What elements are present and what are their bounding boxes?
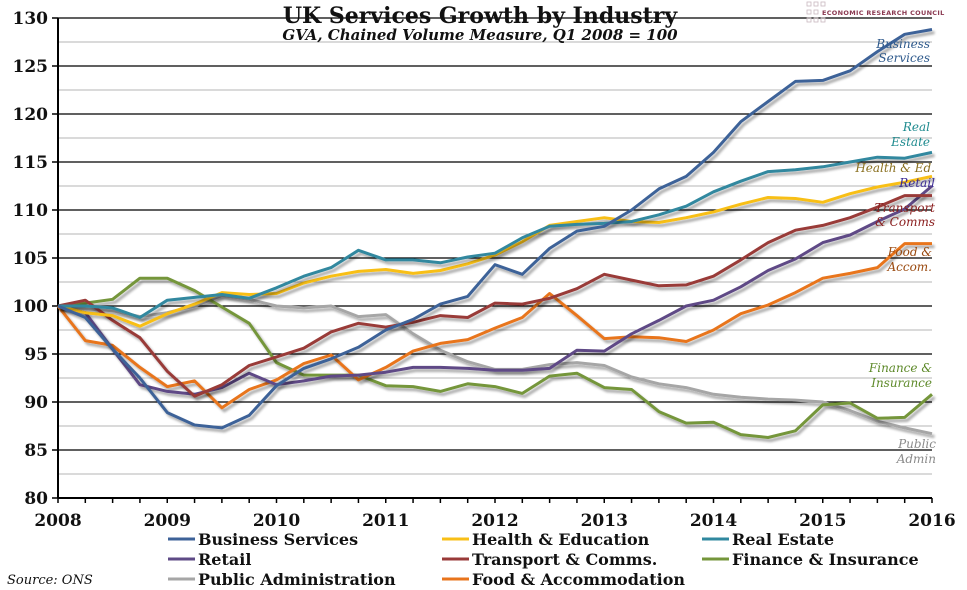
- series-line-health-education: [57, 174, 933, 328]
- legend-item: Finance & Insurance: [702, 550, 919, 569]
- legend-label: Retail: [198, 550, 251, 569]
- gridlines: [58, 17, 932, 475]
- logo: ECONOMIC RESEARCH COUNCIL: [806, 1, 945, 23]
- series-end-label: Business: [875, 37, 930, 51]
- legend-item: Food & Accommodation: [442, 570, 685, 589]
- chart-title: UK Services Growth by Industry: [283, 3, 678, 29]
- series-end-label: Health & Ed.: [854, 161, 935, 175]
- series-line-transport-comms: [57, 194, 932, 398]
- legend-label: Health & Education: [472, 530, 650, 549]
- legend-label: Finance & Insurance: [732, 550, 919, 569]
- series-end-label: Accom.: [886, 260, 932, 274]
- legend-item: Real Estate: [702, 530, 834, 549]
- series-end-label: Estate: [890, 135, 930, 149]
- series-end-label: Admin: [896, 452, 936, 466]
- x-tick-label: 2016: [908, 511, 955, 531]
- legend-label: Business Services: [198, 530, 358, 549]
- y-tick-label: 125: [13, 57, 49, 77]
- legend-label: Real Estate: [732, 530, 834, 549]
- legend: Business Services Health & Education Real …: [168, 530, 919, 589]
- series-end-label: Insurance: [870, 376, 932, 390]
- chart-subtitle: GVA, Chained Volume Measure, Q1 2008 = 1…: [282, 26, 678, 44]
- series-end-label: Finance &: [868, 361, 932, 375]
- series-end-label: Retail: [898, 176, 935, 190]
- logo-squares-icon: [806, 1, 826, 23]
- legend-label: Food & Accommodation: [472, 570, 685, 589]
- legend-item: Health & Education: [442, 530, 650, 549]
- logo-text: ECONOMIC RESEARCH COUNCIL: [822, 9, 945, 17]
- legend-item: Retail: [168, 550, 251, 569]
- x-tick-label: 2009: [144, 511, 191, 531]
- series-end-label: Transport: [875, 201, 935, 215]
- series-line-public-administration: [57, 293, 933, 436]
- series-lines: [56, 28, 933, 439]
- y-tick-label: 90: [24, 393, 48, 413]
- x-tick-label: 2010: [253, 511, 300, 531]
- y-tick-label: 85: [24, 441, 48, 461]
- series-end-label: Food &: [887, 245, 933, 259]
- series-line-business-services: [57, 28, 933, 430]
- x-tick-label: 2013: [581, 511, 628, 531]
- y-tick-label: 115: [13, 153, 49, 173]
- legend-label: Public Administration: [198, 570, 396, 589]
- y-tick-label: 130: [13, 9, 49, 29]
- y-tick-label: 95: [24, 345, 48, 365]
- y-tick-label: 105: [13, 249, 49, 269]
- legend-item: Public Administration: [168, 570, 396, 589]
- x-tick-label: 2014: [690, 511, 737, 531]
- source-note: Source: ONS: [7, 573, 93, 588]
- y-tick-label: 110: [13, 201, 49, 221]
- x-tick-label: 2015: [799, 511, 846, 531]
- series-line-real-estate: [58, 150, 933, 319]
- x-tick-label: 2008: [34, 511, 81, 531]
- x-tick-label: 2012: [471, 511, 518, 531]
- y-tick-label: 100: [13, 297, 49, 317]
- legend-label: Transport & Comms.: [472, 550, 657, 569]
- axes: 80 85 90 95 100 105 110 115 120 125 130 2008 2009 201…: [13, 9, 956, 531]
- series-end-label: Public: [897, 437, 936, 451]
- series-end-label: Real: [902, 120, 930, 134]
- series-end-label: Services: [878, 51, 930, 65]
- x-tick-label: 2011: [362, 511, 409, 531]
- legend-item: Business Services: [168, 530, 358, 549]
- y-tick-label: 80: [24, 489, 48, 509]
- legend-item: Transport & Comms.: [442, 550, 657, 569]
- series-line-food-accommodation: [56, 242, 932, 410]
- y-tick-label: 120: [13, 105, 49, 125]
- series-end-label: & Comms: [875, 215, 935, 229]
